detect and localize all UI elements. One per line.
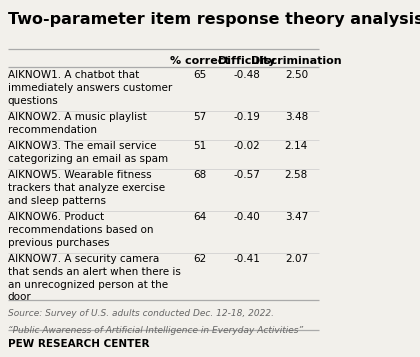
Text: 64: 64 bbox=[194, 212, 207, 222]
Text: 3.47: 3.47 bbox=[285, 212, 308, 222]
Text: 3.48: 3.48 bbox=[285, 112, 308, 122]
Text: Two-parameter item response theory analysis: Two-parameter item response theory analy… bbox=[8, 12, 420, 27]
Text: AIKNOW7. A security camera
that sends an alert when there is
an unrecognized per: AIKNOW7. A security camera that sends an… bbox=[8, 254, 181, 302]
Text: 2.14: 2.14 bbox=[285, 141, 308, 151]
Text: -0.40: -0.40 bbox=[233, 212, 260, 222]
Text: -0.57: -0.57 bbox=[233, 170, 260, 180]
Text: -0.41: -0.41 bbox=[233, 254, 260, 264]
Text: 68: 68 bbox=[194, 170, 207, 180]
Text: AIKNOW2. A music playlist
recommendation: AIKNOW2. A music playlist recommendation bbox=[8, 112, 147, 135]
Text: 2.50: 2.50 bbox=[285, 70, 308, 80]
Text: % correct: % correct bbox=[171, 56, 230, 66]
Text: Difficulty: Difficulty bbox=[218, 56, 276, 66]
Text: AIKNOW6. Product
recommendations based on
previous purchases: AIKNOW6. Product recommendations based o… bbox=[8, 212, 153, 248]
Text: -0.02: -0.02 bbox=[233, 141, 260, 151]
Text: PEW RESEARCH CENTER: PEW RESEARCH CENTER bbox=[8, 338, 149, 348]
Text: 62: 62 bbox=[194, 254, 207, 264]
Text: AIKNOW5. Wearable fitness
trackers that analyze exercise
and sleep patterns: AIKNOW5. Wearable fitness trackers that … bbox=[8, 170, 165, 206]
Text: 51: 51 bbox=[194, 141, 207, 151]
Text: 65: 65 bbox=[194, 70, 207, 80]
Text: -0.48: -0.48 bbox=[233, 70, 260, 80]
Text: 57: 57 bbox=[194, 112, 207, 122]
Text: “Public Awareness of Artificial Intelligence in Everyday Activities”: “Public Awareness of Artificial Intellig… bbox=[8, 326, 303, 335]
Text: AIKNOW3. The email service
categorizing an email as spam: AIKNOW3. The email service categorizing … bbox=[8, 141, 168, 164]
Text: Discrimination: Discrimination bbox=[251, 56, 341, 66]
Text: AIKNOW1. A chatbot that
immediately answers customer
questions: AIKNOW1. A chatbot that immediately answ… bbox=[8, 70, 172, 106]
Text: -0.19: -0.19 bbox=[233, 112, 260, 122]
Text: 2.58: 2.58 bbox=[285, 170, 308, 180]
Text: Source: Survey of U.S. adults conducted Dec. 12-18, 2022.: Source: Survey of U.S. adults conducted … bbox=[8, 309, 274, 318]
Text: 2.07: 2.07 bbox=[285, 254, 308, 264]
